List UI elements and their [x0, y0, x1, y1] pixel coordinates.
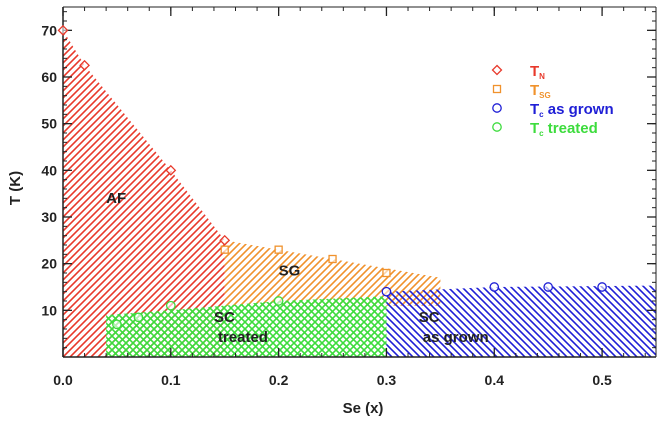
data-point-t-sg: [220, 245, 229, 254]
legend-label-t-sg: TSG: [530, 82, 551, 100]
region-labels-layer: AF SG SC treated SC as grown: [106, 190, 489, 346]
data-point-t-sg: [328, 254, 337, 264]
region-label-sc-as-grown: as grown: [423, 329, 489, 346]
data-point-t-c-as-grown: [381, 286, 392, 297]
legend-marker-t-n: [491, 64, 503, 76]
data-point-t-n: [219, 234, 231, 246]
data-point-t-c-treated: [165, 300, 176, 311]
x-tick-label: 0.1: [161, 372, 181, 388]
y-tick-label: 70: [41, 22, 57, 38]
data-point-t-sg: [382, 268, 391, 278]
y-tick-label: 50: [41, 116, 57, 132]
data-point-t-n: [79, 59, 90, 71]
x-tick-label: 0.2: [269, 372, 289, 388]
region-sc-treated: [106, 296, 387, 357]
legend-marker-t-sg: [492, 84, 502, 94]
legend-marker-t-c-as-grown: [492, 103, 502, 113]
y-axis-label: T (K): [7, 171, 24, 205]
region-af: [63, 30, 225, 358]
y-tick-label: 60: [41, 69, 57, 85]
axes-layer: 0.0 0.1 0.2 0.3 0.4 0.5 10 20 30 40 50 60 70: [41, 6, 657, 388]
data-point-t-n: [57, 24, 69, 36]
data-point-t-c-as-grown: [489, 282, 500, 292]
data-point-t-c-as-grown: [543, 282, 554, 292]
region-label-sc-treated: treated: [218, 329, 268, 346]
x-tick-label: 0.3: [377, 372, 397, 388]
y-tick-label: 20: [41, 256, 57, 272]
points-layer: [57, 24, 607, 330]
y-tick-label: 40: [41, 162, 57, 178]
data-point-t-c-treated: [133, 312, 144, 323]
data-point-t-c-as-grown: [597, 282, 607, 292]
x-tick-label: 0.0: [53, 372, 73, 388]
data-point-t-c-treated: [273, 296, 284, 306]
x-axis-label: Se (x): [343, 400, 384, 417]
legend-label-t-c-as-grown: Tc as grown: [530, 101, 614, 119]
legend-marker-t-c-treated: [492, 122, 502, 132]
x-tick-label: 0.4: [485, 372, 505, 388]
y-tick-label: 10: [41, 302, 57, 318]
regions-layer: [63, 30, 656, 358]
legend-label-t-n: TN: [530, 63, 545, 81]
data-point-t-sg: [274, 245, 283, 254]
data-point-t-n: [165, 164, 177, 176]
data-point-t-c-treated: [112, 319, 122, 330]
legend-label-t-c-treated: Tc treated: [530, 120, 598, 138]
region-label-sc-treated: SC: [214, 309, 235, 326]
region-label-af: AF: [106, 190, 126, 207]
region-label-sg: SG: [279, 262, 301, 279]
region-sc-as-grown: [386, 285, 656, 357]
x-tick-label: 0.5: [592, 372, 612, 388]
region-label-sc-as-grown: SC: [419, 309, 440, 326]
y-tick-label: 30: [41, 209, 57, 225]
